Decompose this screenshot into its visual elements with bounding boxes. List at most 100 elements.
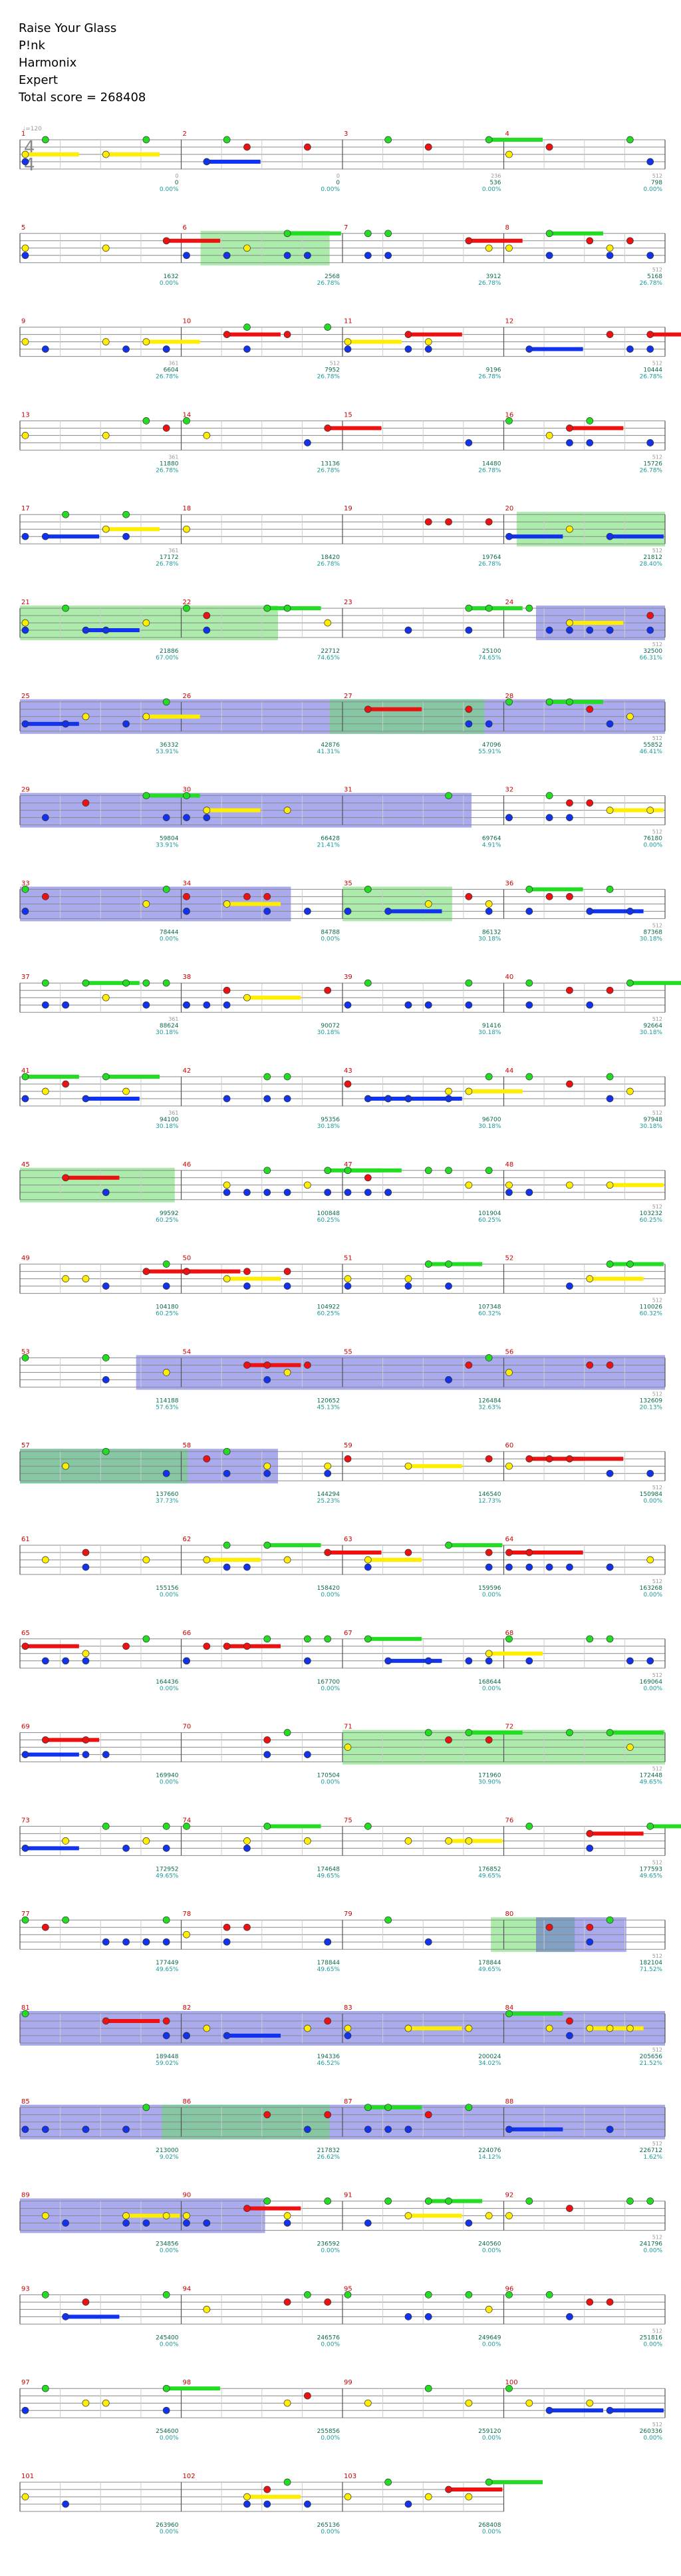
- measure-score: 97948: [643, 1117, 662, 1123]
- note-gem: [41, 1001, 49, 1009]
- note-gem: [62, 1837, 69, 1845]
- tick-label: 512: [652, 1016, 662, 1022]
- sp-percent: 30.90%: [478, 1779, 501, 1786]
- note-gem: [263, 1751, 271, 1758]
- note-gem: [122, 532, 130, 540]
- note-gem: [545, 893, 553, 900]
- staff-row: 61 62 63 641551560.00%1584200.00%1595960.00…: [19, 1536, 666, 1598]
- note-gem: [606, 2024, 614, 2032]
- note-gem: [606, 807, 614, 814]
- note-gem: [203, 612, 211, 620]
- note-gem: [162, 2017, 170, 2025]
- note-gem: [122, 1938, 130, 1946]
- measure-number: 63: [344, 1536, 352, 1543]
- note-gem: [183, 2212, 190, 2219]
- note-gem: [102, 1282, 110, 1290]
- note-sustain: [529, 1457, 583, 1461]
- measure-score: 164436: [156, 1679, 179, 1686]
- note-gem: [324, 323, 332, 331]
- note-sustain: [408, 1464, 462, 1469]
- note-gem: [424, 2384, 432, 2392]
- tick-label: 512: [652, 2235, 662, 2241]
- measure-number: 46: [183, 1161, 192, 1169]
- sp-percent: 0.00%: [321, 2248, 340, 2255]
- note-gem: [162, 2406, 170, 2414]
- sp-percent: 53.91%: [156, 749, 179, 755]
- note-gem: [102, 2017, 110, 2025]
- song-header: Raise Your Glass P!nk Harmonix Expert To…: [19, 20, 146, 106]
- note-gem: [243, 1923, 251, 1931]
- note-gem: [646, 1469, 654, 1477]
- note-gem: [505, 1635, 513, 1643]
- measure-number: 21: [21, 599, 30, 606]
- staff-row: 69 70 71 721699400.00%1705040.00%17196030.9…: [19, 1724, 666, 1786]
- measure-number: 27: [344, 693, 352, 700]
- sp-percent: 34.02%: [478, 2060, 501, 2067]
- measure-score: 7952: [325, 367, 340, 374]
- note-gem: [445, 1087, 452, 1095]
- note-gem: [62, 1001, 69, 1009]
- note-sustain: [549, 231, 603, 236]
- note-sustain: [368, 1636, 422, 1641]
- note-gem: [566, 1563, 573, 1571]
- sp-percent: 0.00%: [643, 2248, 662, 2255]
- note-gem: [364, 979, 372, 987]
- sp-percent: 30.18%: [640, 936, 663, 942]
- tick-label: 512: [652, 642, 662, 647]
- sp-percent: 49.65%: [317, 1966, 340, 1973]
- note-gem: [384, 2478, 392, 2486]
- note-sustain: [468, 238, 523, 243]
- note-gem: [626, 713, 634, 721]
- staff-row: 17 18 19 203611717226.78%1842026.78%1976426…: [19, 505, 666, 568]
- measure-score: 2568: [325, 274, 340, 280]
- note-gem: [283, 1268, 291, 1275]
- note-gem: [485, 1354, 493, 1362]
- tick-label: 512: [652, 1391, 662, 1397]
- note-gem: [485, 136, 493, 144]
- note-gem: [606, 1469, 614, 1477]
- note-gem: [82, 1751, 90, 1758]
- note-gem: [102, 626, 110, 634]
- note-gem: [41, 1556, 49, 1564]
- note-gem: [283, 331, 291, 338]
- note-gem: [404, 1282, 412, 1290]
- note-gem: [41, 1736, 49, 1744]
- measure-score: 159596: [478, 1585, 501, 1592]
- staff-row: 37 38 39 403618862430.18%9007230.18%9141630…: [19, 974, 681, 1036]
- note-gem: [283, 2212, 291, 2219]
- measure-score: 205656: [640, 2054, 663, 2060]
- note-gem: [384, 1916, 392, 1924]
- note-gem: [82, 713, 90, 721]
- note-sustain: [287, 231, 341, 236]
- measure-score: 96700: [482, 1117, 501, 1123]
- note-gem: [364, 1823, 372, 1830]
- note-gem: [586, 705, 594, 713]
- measure-score: 21886: [160, 648, 179, 655]
- tick-label: 512: [652, 1204, 662, 1210]
- sp-percent: 57.63%: [156, 1404, 179, 1411]
- note-gem: [102, 338, 110, 345]
- note-gem: [263, 1823, 271, 1830]
- note-gem: [122, 979, 130, 987]
- note-gem: [243, 2493, 251, 2501]
- measure-score: 155156: [156, 1585, 179, 1592]
- note-sustain: [146, 339, 200, 344]
- note-gem: [586, 1275, 594, 1282]
- note-gem: [223, 1563, 231, 1571]
- note-gem: [424, 143, 432, 151]
- staff-row: 9 10 11 12361660426.78%512795226.78%919626.…: [19, 318, 681, 381]
- note-gem: [404, 2125, 412, 2133]
- note-gem: [586, 2399, 594, 2407]
- sp-percent: 46.41%: [640, 749, 663, 755]
- note-gem: [424, 2197, 432, 2205]
- note-sustain: [489, 1651, 543, 1656]
- measure-score: 17172: [160, 554, 179, 561]
- note-sustain: [529, 887, 583, 892]
- note-gem: [626, 1657, 634, 1665]
- tick-label: 512: [652, 2328, 662, 2334]
- note-sustain: [408, 2026, 462, 2030]
- note-gem: [445, 792, 452, 799]
- measure-score: 189448: [156, 2054, 179, 2060]
- note-gem: [525, 1563, 533, 1571]
- note-gem: [566, 1080, 573, 1088]
